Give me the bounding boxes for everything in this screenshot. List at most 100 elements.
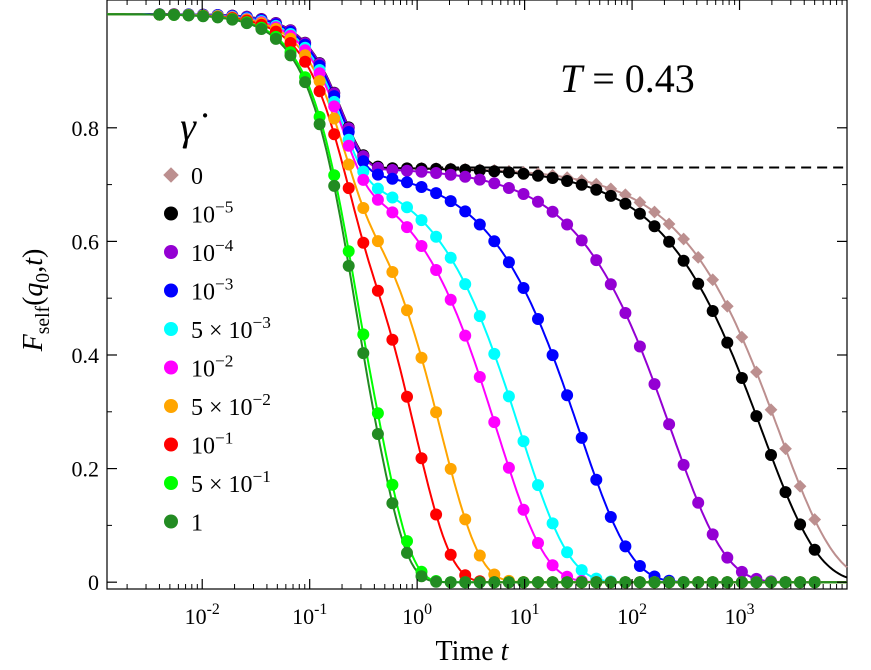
point-5-13 xyxy=(342,139,355,152)
point-7-19 xyxy=(430,508,443,521)
y-tick-label-2: 0.4 xyxy=(72,343,100,368)
point-1-37 xyxy=(692,277,705,290)
point-4-20 xyxy=(444,251,457,264)
point-1-38 xyxy=(706,305,719,317)
point-9-29 xyxy=(575,576,588,589)
legend: 0 10−5 10−4 10−3 5 × 10−3 10−2 5 × 10−2 10−1 5 ×… xyxy=(163,164,271,537)
point-9-36 xyxy=(677,576,690,589)
point-7-9 xyxy=(284,37,297,49)
point-0-42 xyxy=(764,403,778,417)
legend-marker-3 xyxy=(164,283,178,298)
x-tick-label-0: 10-2 xyxy=(185,601,220,629)
point-9-24 xyxy=(502,576,515,589)
point-6-15 xyxy=(371,235,384,248)
point-3-16 xyxy=(386,172,399,185)
point-2-17 xyxy=(401,164,413,177)
temperature-annotation: T = 0.43 xyxy=(560,56,695,101)
point-9-32 xyxy=(619,576,632,589)
point-9-20 xyxy=(444,576,457,589)
point-8-15 xyxy=(371,407,384,420)
point-2-27 xyxy=(546,205,559,218)
point-4-24 xyxy=(502,390,515,403)
point-9-45 xyxy=(808,576,821,589)
point-2-39 xyxy=(721,551,734,564)
point-9-16 xyxy=(386,497,399,510)
x-tick-label-3: 101 xyxy=(510,601,540,629)
point-9-37 xyxy=(692,576,705,589)
point-0-44 xyxy=(793,479,807,493)
point-7-17 xyxy=(401,390,413,403)
point-2-21 xyxy=(459,170,472,183)
point-2-16 xyxy=(386,164,399,176)
point-1-33 xyxy=(633,207,646,220)
legend-marker-0 xyxy=(163,167,179,183)
point-1-26 xyxy=(532,169,544,182)
point-1-41 xyxy=(750,410,763,423)
point-6-11 xyxy=(313,75,326,88)
point-2-30 xyxy=(590,254,603,267)
point-3-32 xyxy=(619,540,632,553)
point-9-21 xyxy=(459,576,472,589)
x-tick-label-2: 100 xyxy=(402,601,432,629)
point-5-22 xyxy=(473,371,486,383)
point-1-42 xyxy=(765,449,777,461)
legend-marker-6 xyxy=(164,399,178,413)
point-5-25 xyxy=(517,503,530,516)
point-9-39 xyxy=(721,576,734,589)
point-1-32 xyxy=(619,197,632,210)
point-1-36 xyxy=(677,254,690,267)
y-axis-title: Fself(q0,t) xyxy=(18,249,54,353)
point-4-17 xyxy=(401,201,413,214)
point-8-14 xyxy=(357,328,370,341)
point-6-21 xyxy=(459,513,472,526)
point-9-6 xyxy=(240,17,253,30)
point-0-33 xyxy=(633,196,647,209)
point-3-28 xyxy=(561,389,574,402)
legend-label-1: 10−5 xyxy=(191,198,233,229)
point-4-16 xyxy=(386,191,399,204)
point-3-18 xyxy=(415,181,428,193)
point-3-19 xyxy=(430,187,443,200)
point-3-24 xyxy=(502,256,515,269)
point-5-27 xyxy=(546,559,559,572)
point-8-16 xyxy=(386,478,399,491)
point-9-22 xyxy=(473,576,486,589)
point-7-18 xyxy=(415,452,428,465)
point-9-25 xyxy=(517,576,530,589)
point-0-41 xyxy=(750,365,763,379)
point-2-26 xyxy=(532,195,544,208)
point-9-43 xyxy=(779,576,792,589)
point-8-12 xyxy=(328,169,341,182)
point-6-16 xyxy=(386,266,399,278)
point-3-27 xyxy=(546,349,559,362)
point-1-30 xyxy=(590,183,603,196)
point-4-23 xyxy=(488,347,501,360)
legend-label-9: 1 xyxy=(191,511,203,537)
point-9-9 xyxy=(284,49,297,62)
point-9-8 xyxy=(269,32,282,45)
point-6-14 xyxy=(357,202,370,214)
legend-label-7: 10−1 xyxy=(191,429,233,460)
point-7-13 xyxy=(342,182,355,195)
legend-label-6: 5 × 10−2 xyxy=(191,390,271,421)
point-2-23 xyxy=(488,177,501,190)
point-9-15 xyxy=(371,428,384,440)
axis-ticks: 0 0.2 0.4 0.6 0.8 10-2 10-1 100 101 102 103 xyxy=(72,0,847,629)
point-0-45 xyxy=(808,513,822,526)
point-4-26 xyxy=(532,479,544,492)
point-1-44 xyxy=(794,518,807,531)
x-tick-label-4: 102 xyxy=(617,601,647,629)
point-9-40 xyxy=(735,576,748,589)
point-2-18 xyxy=(415,165,428,178)
legend-label-2: 10−4 xyxy=(191,236,234,267)
point-5-17 xyxy=(401,221,413,234)
point-4-19 xyxy=(430,230,443,243)
x-tick-label-1: 10-1 xyxy=(292,601,327,629)
point-5-20 xyxy=(444,293,457,306)
point-7-20 xyxy=(444,548,457,561)
point-3-26 xyxy=(532,313,544,325)
point-5-14 xyxy=(357,173,370,186)
point-9-42 xyxy=(765,576,777,589)
point-6-12 xyxy=(328,112,341,125)
point-2-22 xyxy=(473,173,486,186)
